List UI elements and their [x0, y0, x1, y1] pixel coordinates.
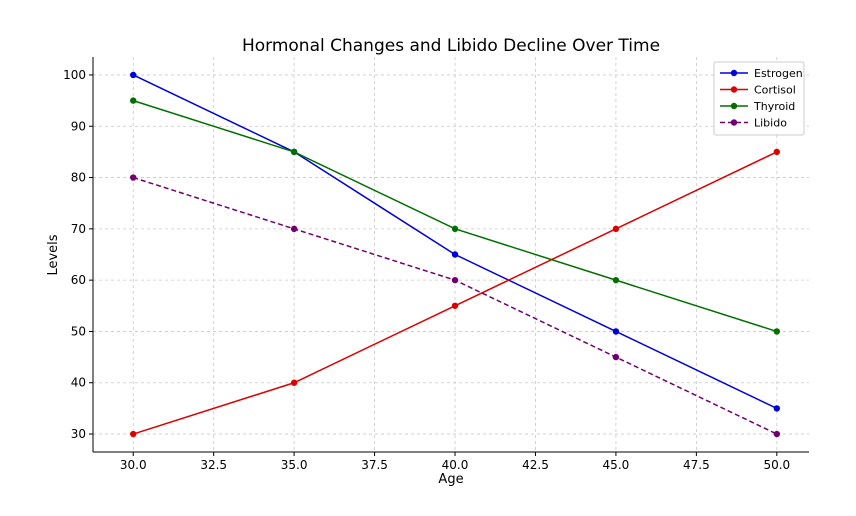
cortisol-point	[451, 302, 459, 309]
cortisol-point	[773, 148, 781, 156]
chart-title: Hormonal Changes and Libido Decline Over…	[242, 36, 660, 56]
cortisol-point	[130, 430, 137, 438]
x-tick-label: 42.5	[522, 458, 549, 472]
grid	[93, 57, 809, 452]
legend-label: Estrogen	[754, 67, 803, 80]
x-tick-label: 40.0	[442, 458, 469, 472]
legend-item-thyroid: Thyroid	[720, 100, 795, 113]
estrogen-point	[612, 328, 620, 335]
thyroid-point	[773, 328, 781, 335]
legend: Estrogen Cortisol Thyroid Libido	[713, 61, 805, 136]
x-tick-label: 30.0	[120, 458, 147, 472]
x-tick-label: 37.5	[361, 458, 388, 472]
cortisol-point	[290, 379, 298, 386]
legend-label: Libido	[754, 117, 787, 130]
libido-point	[130, 174, 137, 181]
x-tick-label: 50.0	[763, 458, 790, 472]
series-cortisol	[130, 148, 781, 438]
y-tick-label: 60	[71, 273, 86, 287]
tick-labels: 30.0 32.5 35.0 37.5 40.0 42.5 45.0 47.5 50.0 30 40…	[63, 68, 790, 472]
legend-item-estrogen: Estrogen	[720, 67, 803, 80]
legend-swatch-marker	[730, 102, 738, 110]
legend-swatch-marker	[730, 86, 738, 93]
axes	[92, 57, 809, 453]
libido-point	[612, 353, 620, 361]
legend-box	[713, 61, 805, 136]
y-tick-label: 90	[71, 119, 86, 133]
libido-point	[290, 225, 298, 233]
y-tick-label: 30	[71, 427, 86, 441]
legend-label: Thyroid	[753, 100, 795, 113]
y-tick-label: 50	[71, 324, 86, 338]
legend-swatch-marker	[730, 69, 738, 77]
y-tick-label: 100	[63, 68, 86, 82]
libido-point	[451, 276, 459, 284]
y-tick-label: 70	[71, 222, 86, 236]
legend-swatch-marker	[730, 119, 738, 126]
thyroid-point	[290, 148, 298, 156]
libido-point	[773, 430, 781, 438]
x-axis-label: Age	[438, 472, 463, 487]
y-axis-label: Levels	[46, 234, 61, 275]
x-tick-label: 45.0	[603, 458, 630, 472]
legend-item-cortisol: Cortisol	[720, 84, 796, 97]
series	[130, 71, 781, 438]
legend-label: Cortisol	[754, 84, 796, 97]
y-tick-label: 80	[71, 171, 86, 185]
thyroid-point	[130, 97, 137, 104]
legend-item-libido: Libido	[720, 117, 787, 130]
x-tick-label: 32.5	[200, 458, 227, 472]
x-tick-label: 47.5	[683, 458, 710, 472]
estrogen-point	[773, 405, 781, 412]
thyroid-point	[612, 276, 620, 284]
series-thyroid	[130, 97, 781, 335]
estrogen-point	[451, 251, 459, 258]
y-tick-label: 40	[71, 376, 86, 390]
cortisol-point	[612, 225, 620, 233]
thyroid-point	[451, 225, 459, 233]
estrogen-point	[130, 71, 137, 79]
series-libido	[130, 174, 781, 438]
x-tick-label: 35.0	[281, 458, 308, 472]
